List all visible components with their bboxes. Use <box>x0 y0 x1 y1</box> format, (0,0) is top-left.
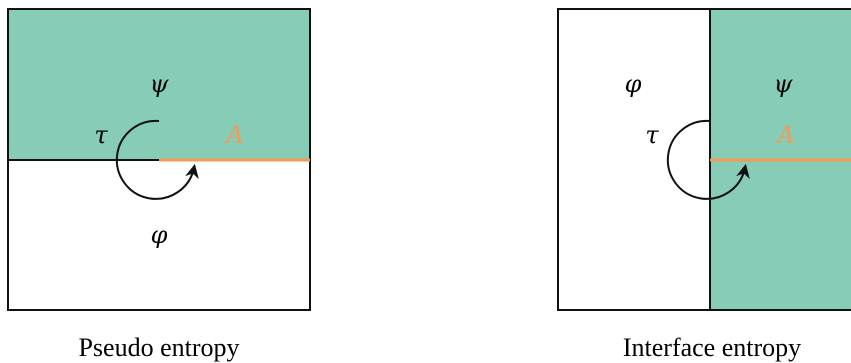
subsystem-a-label: A <box>775 121 794 149</box>
pseudo-entropy-caption: Pseudo entropy <box>78 333 239 362</box>
tau-label: τ <box>94 121 108 149</box>
tau-rotation-arrow <box>115 119 199 200</box>
pseudo-entropy-panel: ψ φ τ A Pseudo entropy <box>7 8 311 362</box>
psi-region-fill <box>8 9 310 160</box>
interface-entropy-panel: φ ψ τ A Interface entropy <box>557 8 851 362</box>
phi-label: φ <box>625 70 642 98</box>
psi-label: ψ <box>150 70 170 98</box>
subsystem-a-label: A <box>224 121 243 149</box>
tau-rotation-arrow <box>666 119 750 200</box>
interface-entropy-caption: Interface entropy <box>623 333 801 362</box>
phi-label: φ <box>151 221 168 249</box>
tau-label: τ <box>645 121 659 149</box>
psi-label: ψ <box>774 70 794 98</box>
